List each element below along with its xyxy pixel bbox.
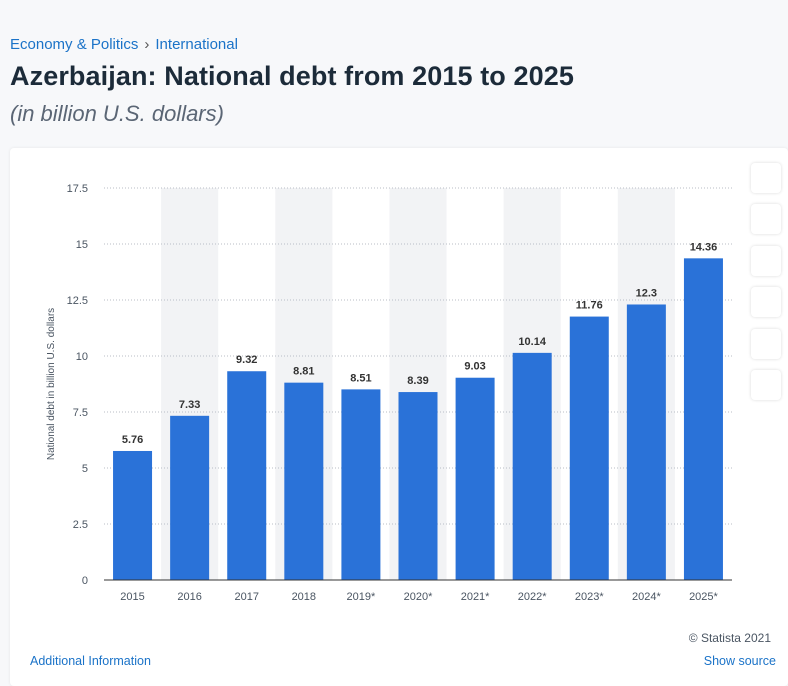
x-tick-label: 2022* [518,591,547,603]
bar-value-label: 5.76 [122,434,143,446]
x-tick-label: 2024* [632,591,661,603]
settings-icon[interactable] [751,246,781,276]
y-axis-title: National debt in billion U.S. dollars [46,308,57,460]
show-source-label: Show source [703,654,776,668]
bar-value-label: 8.39 [407,375,428,387]
x-tick-label: 2021* [461,591,490,603]
download-icon[interactable] [751,204,781,234]
bar [683,258,723,580]
breadcrumb: Economy & Politics › International [10,36,238,53]
bar [398,392,438,580]
bar [113,450,153,580]
print-icon[interactable] [751,370,781,400]
y-tick-label: 5 [82,463,88,475]
x-tick-label: 2018 [292,591,316,603]
bar-value-label: 8.51 [350,372,371,384]
show-source-link[interactable]: Show source [704,654,776,668]
credit-text: © Statista 2021 [688,631,771,645]
additional-information-link[interactable]: Additional Information [30,654,151,668]
favorite-icon[interactable] [751,163,781,193]
bar [227,371,267,580]
bar-value-label: 11.76 [576,300,603,312]
page-title: Azerbaijan: National debt from 2015 to 2… [10,61,574,91]
y-tick-label: 10 [76,351,88,363]
breadcrumb-international[interactable]: International [155,36,238,53]
y-tick-label: 17.5 [67,183,88,195]
chart-card: 0 2.5 5 7.5 10 12.5 15 17.5 National debt in bil… [10,148,788,686]
bar [284,382,324,580]
share-icon[interactable] [751,287,781,317]
breadcrumb-economy-politics[interactable]: Economy & Politics [10,36,139,53]
bar-value-label: 10.14 [518,336,546,348]
bar-value-label: 14.36 [690,241,718,253]
bar [626,304,666,580]
x-tick-label: 2019* [347,591,376,603]
x-tick-label: 2016 [177,591,201,603]
x-tick-label: 2015 [120,591,144,603]
bar-value-label: 9.32 [236,354,257,366]
bar [341,389,381,580]
bar [569,316,609,580]
bar [170,415,210,580]
bar-value-label: 9.03 [464,361,485,373]
y-tick-label: 7.5 [73,407,88,419]
x-tick-label: 2023* [575,591,604,603]
y-tick-label: 12.5 [67,295,88,307]
bar-chart: 0 2.5 5 7.5 10 12.5 15 17.5 National debt in bil… [46,183,732,603]
bar-value-label: 12.3 [636,287,657,299]
x-tick-label: 2020* [404,591,433,603]
statista-credit: © Statista 2021 [689,631,774,645]
bar-value-label: 7.33 [179,399,200,411]
bar-value-label: 8.81 [293,366,314,378]
bar [512,352,552,580]
breadcrumb-separator: › [144,36,150,53]
bar [455,377,495,580]
page-subtitle: (in billion U.S. dollars) [10,101,224,126]
y-tick-label: 2.5 [73,519,88,531]
additional-information-label: Additional Information [30,654,151,668]
y-tick-label: 15 [76,239,88,251]
x-tick-label: 2025* [689,591,718,603]
cite-icon[interactable] [751,329,781,359]
x-tick-label: 2017 [234,591,258,603]
y-tick-label: 0 [82,575,88,587]
